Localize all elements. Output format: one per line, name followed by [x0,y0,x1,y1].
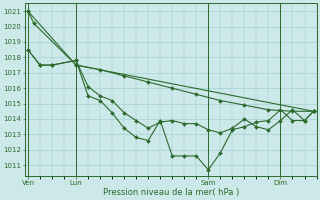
X-axis label: Pression niveau de la mer( hPa ): Pression niveau de la mer( hPa ) [103,188,239,197]
